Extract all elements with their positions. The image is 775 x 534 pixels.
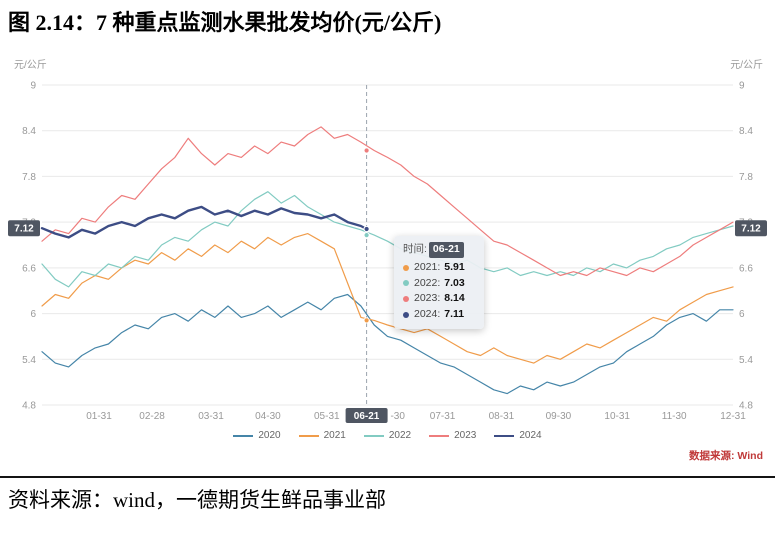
- data-source-label: 数据来源: Wind: [689, 450, 763, 462]
- x-tick: 12-31: [720, 411, 746, 422]
- legend-label: 2024: [519, 430, 542, 441]
- y-tick-right: 8.4: [739, 126, 753, 137]
- series-line-2023: [41, 126, 734, 277]
- legend-item-2021[interactable]: 2021: [298, 430, 346, 441]
- tooltip-time-value: 06-21: [428, 242, 464, 258]
- chart-title: 图 2.14：7 种重点监测水果批发均价(元/公斤): [8, 10, 442, 35]
- series-line-2022: [41, 191, 734, 288]
- tooltip-series-dot: [403, 280, 409, 287]
- x-tick: -30: [390, 411, 405, 422]
- tooltip-series-dot: [403, 311, 409, 318]
- y-unit-right: 元/公斤: [730, 59, 763, 71]
- marker-2021: [363, 317, 370, 324]
- y-tick-left: 4.8: [22, 401, 36, 412]
- legend: 2020 2021 2022 2023 2024: [8, 430, 767, 441]
- legend-item-2024[interactable]: 2024: [494, 430, 542, 441]
- divider: [0, 476, 775, 478]
- y-tick-left: 8.4: [22, 126, 36, 137]
- chart-area: 4.84.85.45.4666.66.67.27.27.87.88.48.499…: [8, 52, 767, 470]
- tooltip-series-dot: [403, 264, 409, 271]
- legend-label: 2020: [258, 430, 281, 441]
- y-tick-left: 5.4: [22, 355, 36, 366]
- marker-2023: [363, 147, 370, 154]
- x-tick: 11-30: [662, 411, 687, 422]
- caption: 资料来源：wind，一德期货生鲜品事业部: [8, 488, 386, 512]
- x-tick: 01-31: [86, 411, 112, 422]
- legend-line-marker: [233, 434, 254, 437]
- x-tick: 02-28: [139, 411, 165, 422]
- y-unit-left: 元/公斤: [14, 59, 47, 71]
- x-tick: 03-31: [198, 411, 224, 422]
- tooltip-entry-2022: 2022: 7.03: [403, 276, 475, 292]
- series-line-2021: [41, 233, 734, 364]
- y-tick-right: 6.6: [739, 263, 753, 274]
- marker-2022: [363, 232, 370, 239]
- y-tick-right: 7.8: [739, 172, 753, 183]
- legend-line-marker: [494, 434, 515, 437]
- y-axis-pointer-value-left: 7.12: [14, 224, 34, 235]
- tooltip-entry-2023: 2023: 8.14: [403, 291, 475, 307]
- x-tick: 07-31: [430, 411, 456, 422]
- y-tick-right: 6: [739, 309, 745, 320]
- series-line-2024: [40, 205, 368, 239]
- y-axis-pointer-badge-right: [735, 220, 767, 237]
- x-tick: 08-31: [489, 411, 515, 422]
- tooltip: 时间: 06-21 2021: 5.91 2022: 7.03 2023: 8.14 2024…: [394, 236, 484, 329]
- y-tick-left: 9: [30, 81, 36, 92]
- legend-item-2023[interactable]: 2023: [429, 430, 476, 441]
- legend-line-marker: [429, 434, 450, 437]
- y-tick-left: 7.8: [22, 172, 36, 183]
- y-axis-pointer-badge-left: [8, 220, 40, 237]
- tooltip-entry-2021: 2021: 5.91: [403, 260, 475, 276]
- x-tick: 04-30: [255, 411, 281, 422]
- tooltip-time: 时间: 06-21: [403, 242, 475, 258]
- y-tick-right: 4.8: [739, 401, 753, 412]
- marker-2024: [363, 225, 370, 233]
- legend-line-marker: [298, 434, 319, 437]
- x-tick: 10-31: [604, 411, 630, 422]
- y-axis-pointer-value-right: 7.12: [741, 224, 761, 235]
- y-tick-right: 5.4: [739, 355, 753, 366]
- legend-label: 2022: [388, 430, 412, 441]
- x-axis-pointer-label: 06-21: [354, 411, 380, 422]
- legend-item-2022[interactable]: 2022: [363, 430, 412, 441]
- x-tick: 09-30: [546, 411, 572, 422]
- y-tick-left: 6: [30, 309, 36, 320]
- legend-label: 2023: [454, 430, 477, 441]
- series-line-2020: [41, 293, 734, 395]
- tooltip-entry-2024: 2024: 7.11: [403, 307, 475, 323]
- y-tick-left: 6.6: [22, 263, 36, 274]
- x-axis-pointer-badge: [345, 408, 388, 423]
- chart-canvas[interactable]: 4.84.85.45.4666.66.67.27.27.87.88.48.499…: [8, 52, 767, 427]
- x-tick: 05-31: [314, 411, 340, 422]
- legend-item-2020[interactable]: 2020: [233, 430, 281, 441]
- tooltip-series-dot: [403, 296, 409, 303]
- legend-line-marker: [363, 434, 384, 437]
- legend-label: 2021: [323, 430, 346, 441]
- y-tick-right: 9: [739, 81, 745, 92]
